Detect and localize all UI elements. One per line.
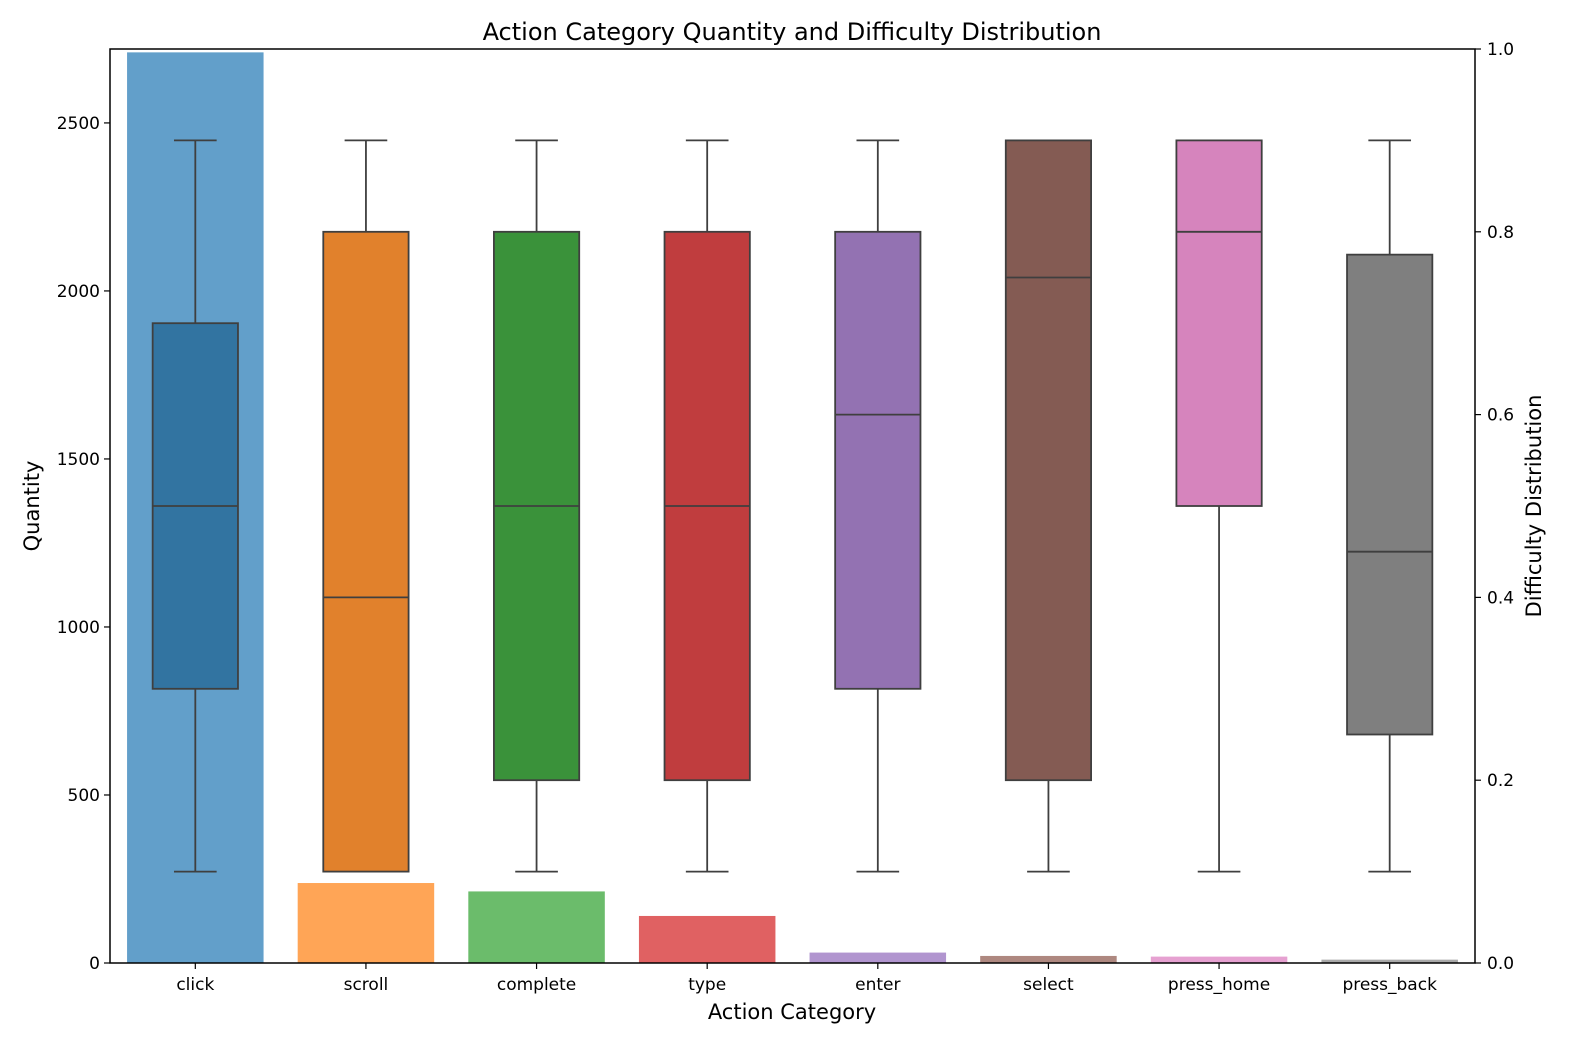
x-tick-label-press_back: press_back [1342, 975, 1437, 995]
y-tick-label-500: 500 [68, 786, 100, 806]
chart-title: Action Category Quantity and Difficulty … [483, 18, 1102, 46]
x-tick-label-type: type [688, 975, 726, 995]
right-axis-ticks: 0.0 0.2 0.4 0.6 0.8 1.0 [1475, 40, 1514, 974]
difficulty-box-enter [834, 230, 922, 690]
y2-tick-label-0.0: 0.0 [1487, 954, 1514, 974]
quantity-bar-scroll [297, 883, 435, 963]
difficulty-box-scroll [322, 230, 410, 873]
quantity-bar-type [638, 915, 776, 963]
difficulty-box-press_back [1346, 253, 1434, 736]
difficulty-box-press_home [1175, 139, 1263, 507]
quantity-bar-select [980, 955, 1117, 963]
y2-tick-label-0.8: 0.8 [1487, 223, 1514, 243]
plot-frame [109, 48, 1476, 964]
y2-tick-label-0.2: 0.2 [1487, 771, 1514, 791]
left-axis-ticks: 0 500 1000 1500 2000 2500 [57, 114, 110, 974]
y-tick-label-1000: 1000 [57, 618, 100, 638]
x-tick-label-complete: complete [497, 975, 576, 995]
x-axis-label: Action Category [708, 1000, 876, 1024]
quantity-bar-enter [809, 952, 947, 963]
y2-tick-label-0.6: 0.6 [1487, 406, 1514, 426]
difficulty-boxes [151, 139, 1434, 873]
y2-tick-label-1.0: 1.0 [1487, 40, 1514, 60]
y-tick-label-1500: 1500 [57, 450, 100, 470]
x-tick-label-enter: enter [855, 975, 900, 995]
y-tick-label-2000: 2000 [57, 282, 100, 302]
y-tick-label-0: 0 [89, 954, 100, 974]
x-tick-label-scroll: scroll [344, 975, 389, 995]
x-tick-label-press_home: press_home [1168, 975, 1270, 995]
x-tick-label-select: select [1023, 975, 1074, 995]
x-tick-label-click: click [176, 975, 214, 995]
y-tick-label-2500: 2500 [57, 114, 100, 134]
y2-tick-label-0.4: 0.4 [1487, 588, 1514, 608]
quantity-bar-complete [468, 891, 605, 963]
y2-axis-label: Difficulty Distribution [1522, 395, 1546, 618]
quantity-bar-press_home [1150, 956, 1288, 963]
x-axis-ticks: click scroll complete type enter select press_… [176, 963, 1437, 995]
y-axis-label: Quantity [20, 461, 44, 552]
difficulty-box-select [1004, 139, 1092, 782]
quantity-bar-press_back [1321, 959, 1458, 963]
